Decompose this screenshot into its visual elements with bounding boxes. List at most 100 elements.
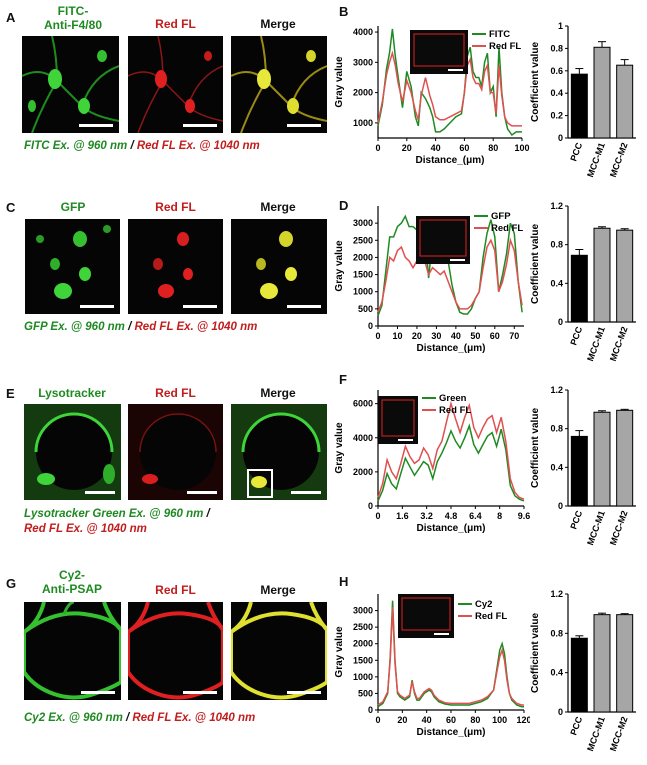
panel-label-h: H: [339, 574, 349, 589]
image-title-lysotracker: Lysotracker: [38, 386, 106, 400]
x-tick-label: 40: [422, 715, 432, 725]
category-label: MCC-M1: [585, 325, 607, 362]
micrograph-cy2-art: [24, 602, 121, 700]
y-axis-label: Coefficient value: [530, 613, 541, 693]
category-label: PCC: [568, 715, 584, 737]
micrograph-redfl: [128, 36, 223, 133]
x-tick-label: 6.4: [469, 511, 482, 521]
x-tick-label: 100: [514, 143, 529, 153]
caption-row-3: Lysotracker Green Ex. @ 960 nm / Red FL …: [24, 508, 210, 535]
y-tick-label: 0.8: [550, 628, 563, 638]
bar-chart-b: 0 0.2 0.4 0.6 0.8 1 Coefficient value PCC MCC-M1…: [530, 21, 636, 179]
micrograph-fitc-art: [22, 36, 119, 133]
x-tick-label: 8: [497, 511, 502, 521]
y-tick-label: 2000: [353, 467, 373, 477]
y-tick-label: 1000: [353, 672, 373, 682]
image-title-fitc: FITC- Anti-F4/80: [43, 4, 102, 32]
x-tick-label: 10: [392, 331, 402, 341]
category-label: PCC: [568, 325, 584, 347]
legend-label: FITC: [489, 29, 510, 40]
bar-pcc: [570, 73, 588, 139]
bar-mcc-m1: [593, 46, 611, 139]
scale-bar: [287, 124, 321, 127]
scale-bar: [85, 491, 115, 494]
y-tick-label: 2000: [353, 88, 373, 98]
micrograph-redfl-art: [128, 602, 223, 700]
micrograph-merge-art: [231, 404, 327, 500]
x-tick-label: 60: [446, 715, 456, 725]
x-tick-label: 3.2: [420, 511, 433, 521]
x-tick-label: 70: [509, 331, 519, 341]
category-label: MCC-M1: [585, 141, 607, 178]
y-tick-label: 1.2: [550, 589, 563, 599]
y-axis-label: Gray value: [334, 422, 345, 474]
y-tick-label: 0.4: [550, 668, 563, 678]
micrograph-redfl-art: [128, 404, 223, 500]
micrograph-gfp: [25, 219, 120, 314]
category-label: MCC-M2: [608, 509, 630, 546]
y-tick-label: 2000: [353, 639, 373, 649]
scale-bar: [183, 305, 217, 308]
micrograph-redfl: [128, 404, 223, 500]
panel-label-b: B: [339, 4, 349, 19]
y-tick-label: 1: [558, 21, 563, 31]
panel-label-g: G: [6, 576, 17, 591]
y-tick-label: 2000: [353, 252, 373, 262]
x-axis-label: Distance_(μm): [417, 727, 486, 738]
scale-bar: [287, 691, 321, 694]
line-chart-d: 0 10 20 30 40 50 60 70 0 500 1000 1500 2000 2500 3000 D…: [334, 206, 524, 354]
y-tick-label: 1.2: [550, 201, 563, 211]
micrograph-fitc: [22, 36, 119, 133]
x-axis-label: Distance_(μm): [417, 523, 486, 534]
x-tick-label: 20: [397, 715, 407, 725]
micrograph-merge-art: [256, 231, 297, 299]
y-tick-label: 0: [558, 133, 563, 143]
bar-pcc: [570, 254, 588, 323]
x-tick-label: 40: [431, 143, 441, 153]
bar-chart-h: 0 0.4 0.8 1.2 Coefficient value PCC MCC-M1 MCC-…: [530, 589, 636, 753]
y-tick-label: 0: [368, 705, 373, 715]
scale-bar: [183, 691, 217, 694]
micrograph-lysotracker: [24, 404, 121, 500]
y-tick-label: 3000: [353, 606, 373, 616]
image-title-redfl: Red FL: [155, 386, 196, 400]
bar-pcc: [570, 435, 588, 507]
x-axis-label: Distance_(μm): [416, 155, 485, 166]
bar-mcc-m1: [593, 227, 611, 323]
y-tick-label: 0.8: [550, 240, 563, 250]
x-tick-label: 40: [451, 331, 461, 341]
bar-mcc-m1: [593, 614, 611, 713]
y-tick-label: 0: [368, 321, 373, 331]
image-title-redfl: Red FL: [155, 17, 196, 31]
y-tick-label: 500: [358, 304, 373, 314]
legend-label: Red FL: [439, 405, 471, 416]
category-label: PCC: [568, 509, 584, 531]
caption-row-2: GFP Ex. @ 960 nm / Red FL Ex. @ 1040 nm: [24, 321, 258, 333]
category-label: MCC-M2: [608, 325, 630, 362]
y-tick-label: 500: [358, 688, 373, 698]
bar-mcc-m1: [593, 411, 611, 507]
panel-label-f: F: [339, 372, 347, 387]
scale-bar: [287, 305, 321, 308]
micrograph-merge-art: [231, 36, 327, 133]
bar-mcc-m2: [616, 614, 634, 713]
y-tick-label: 1500: [353, 655, 373, 665]
x-tick-label: 80: [470, 715, 480, 725]
image-title-merge: Merge: [260, 583, 296, 597]
y-tick-label: 0.8: [550, 424, 563, 434]
caption-row-4: Cy2 Ex. @ 960 nm / Red FL Ex. @ 1040 nm: [24, 712, 256, 724]
y-axis-label: Gray value: [334, 240, 345, 292]
legend-label: Green: [439, 393, 467, 404]
y-tick-label: 1000: [353, 287, 373, 297]
y-tick-label: 2500: [353, 622, 373, 632]
legend-label: GFP: [491, 211, 511, 222]
micrograph-gfp-art: [36, 225, 111, 299]
series-line-red-fl: [377, 237, 523, 313]
y-axis-label: Coefficient value: [530, 408, 541, 488]
y-tick-label: 0: [558, 501, 563, 511]
caption-row-1: FITC Ex. @ 960 nm / Red FL Ex. @ 1040 nm: [24, 140, 260, 152]
y-tick-label: 1000: [353, 118, 373, 128]
scale-bar: [187, 491, 217, 494]
y-tick-label: 4000: [353, 433, 373, 443]
series-line-red-fl: [377, 50, 522, 127]
